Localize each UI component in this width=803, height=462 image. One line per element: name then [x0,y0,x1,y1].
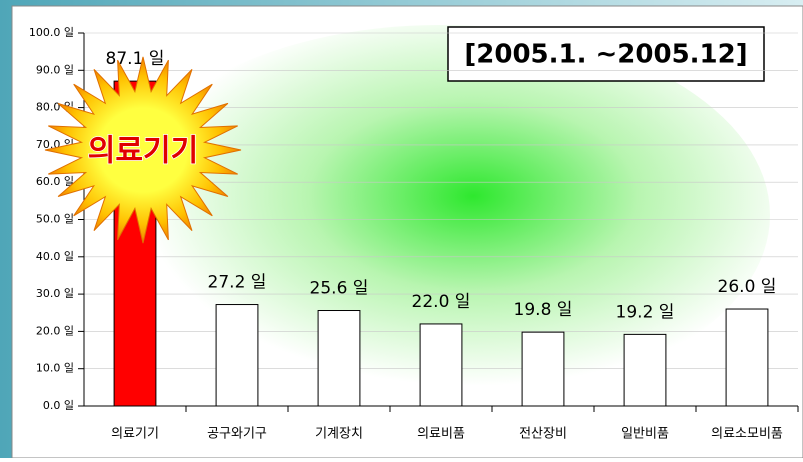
x-tick-label: 공구와기구 [207,427,267,442]
y-tick-label: 60.0 일 [36,174,74,188]
value-label: 87.1 일 [106,49,165,69]
bar [521,331,565,407]
x-tick-label: 일반비품 [621,427,669,442]
x-tick-label: 의료비품 [417,427,465,442]
value-label: 26.0 일 [718,277,777,297]
x-tick-label: 의료기기 [111,427,159,442]
starburst [44,56,242,244]
bar [317,310,361,407]
highlight-label: 의료기기 [88,134,198,169]
bar [725,308,769,407]
y-tick-label: 0.0 일 [43,398,74,412]
y-tick-label: 30.0 일 [36,286,74,300]
y-tick-label: 100.0 일 [29,25,74,39]
x-tick-label: 전산장비 [519,427,567,442]
value-label: 19.2 일 [616,302,675,322]
value-label: 22.0 일 [412,292,471,312]
bar [215,304,259,407]
y-tick-label: 50.0 일 [36,212,74,226]
bar [419,323,463,407]
y-tick-label: 10.0 일 [36,361,74,375]
value-label: 25.6 일 [310,279,369,299]
y-tick-label: 40.0 일 [36,249,74,263]
period: [2005.1. ~2005.12] [464,40,747,70]
glow [110,25,770,405]
y-tick-label: 20.0 일 [36,323,74,337]
value-label: 19.8 일 [514,300,573,320]
value-label: 27.2 일 [208,273,267,293]
x-tick-label: 기계장치 [315,427,363,442]
x-tick-label: 의료소모비품 [711,427,783,442]
y-tick-label: 90.0 일 [36,62,74,76]
y-tick-label: 80.0 일 [36,100,74,114]
period-box [447,26,765,82]
bar [623,333,667,407]
